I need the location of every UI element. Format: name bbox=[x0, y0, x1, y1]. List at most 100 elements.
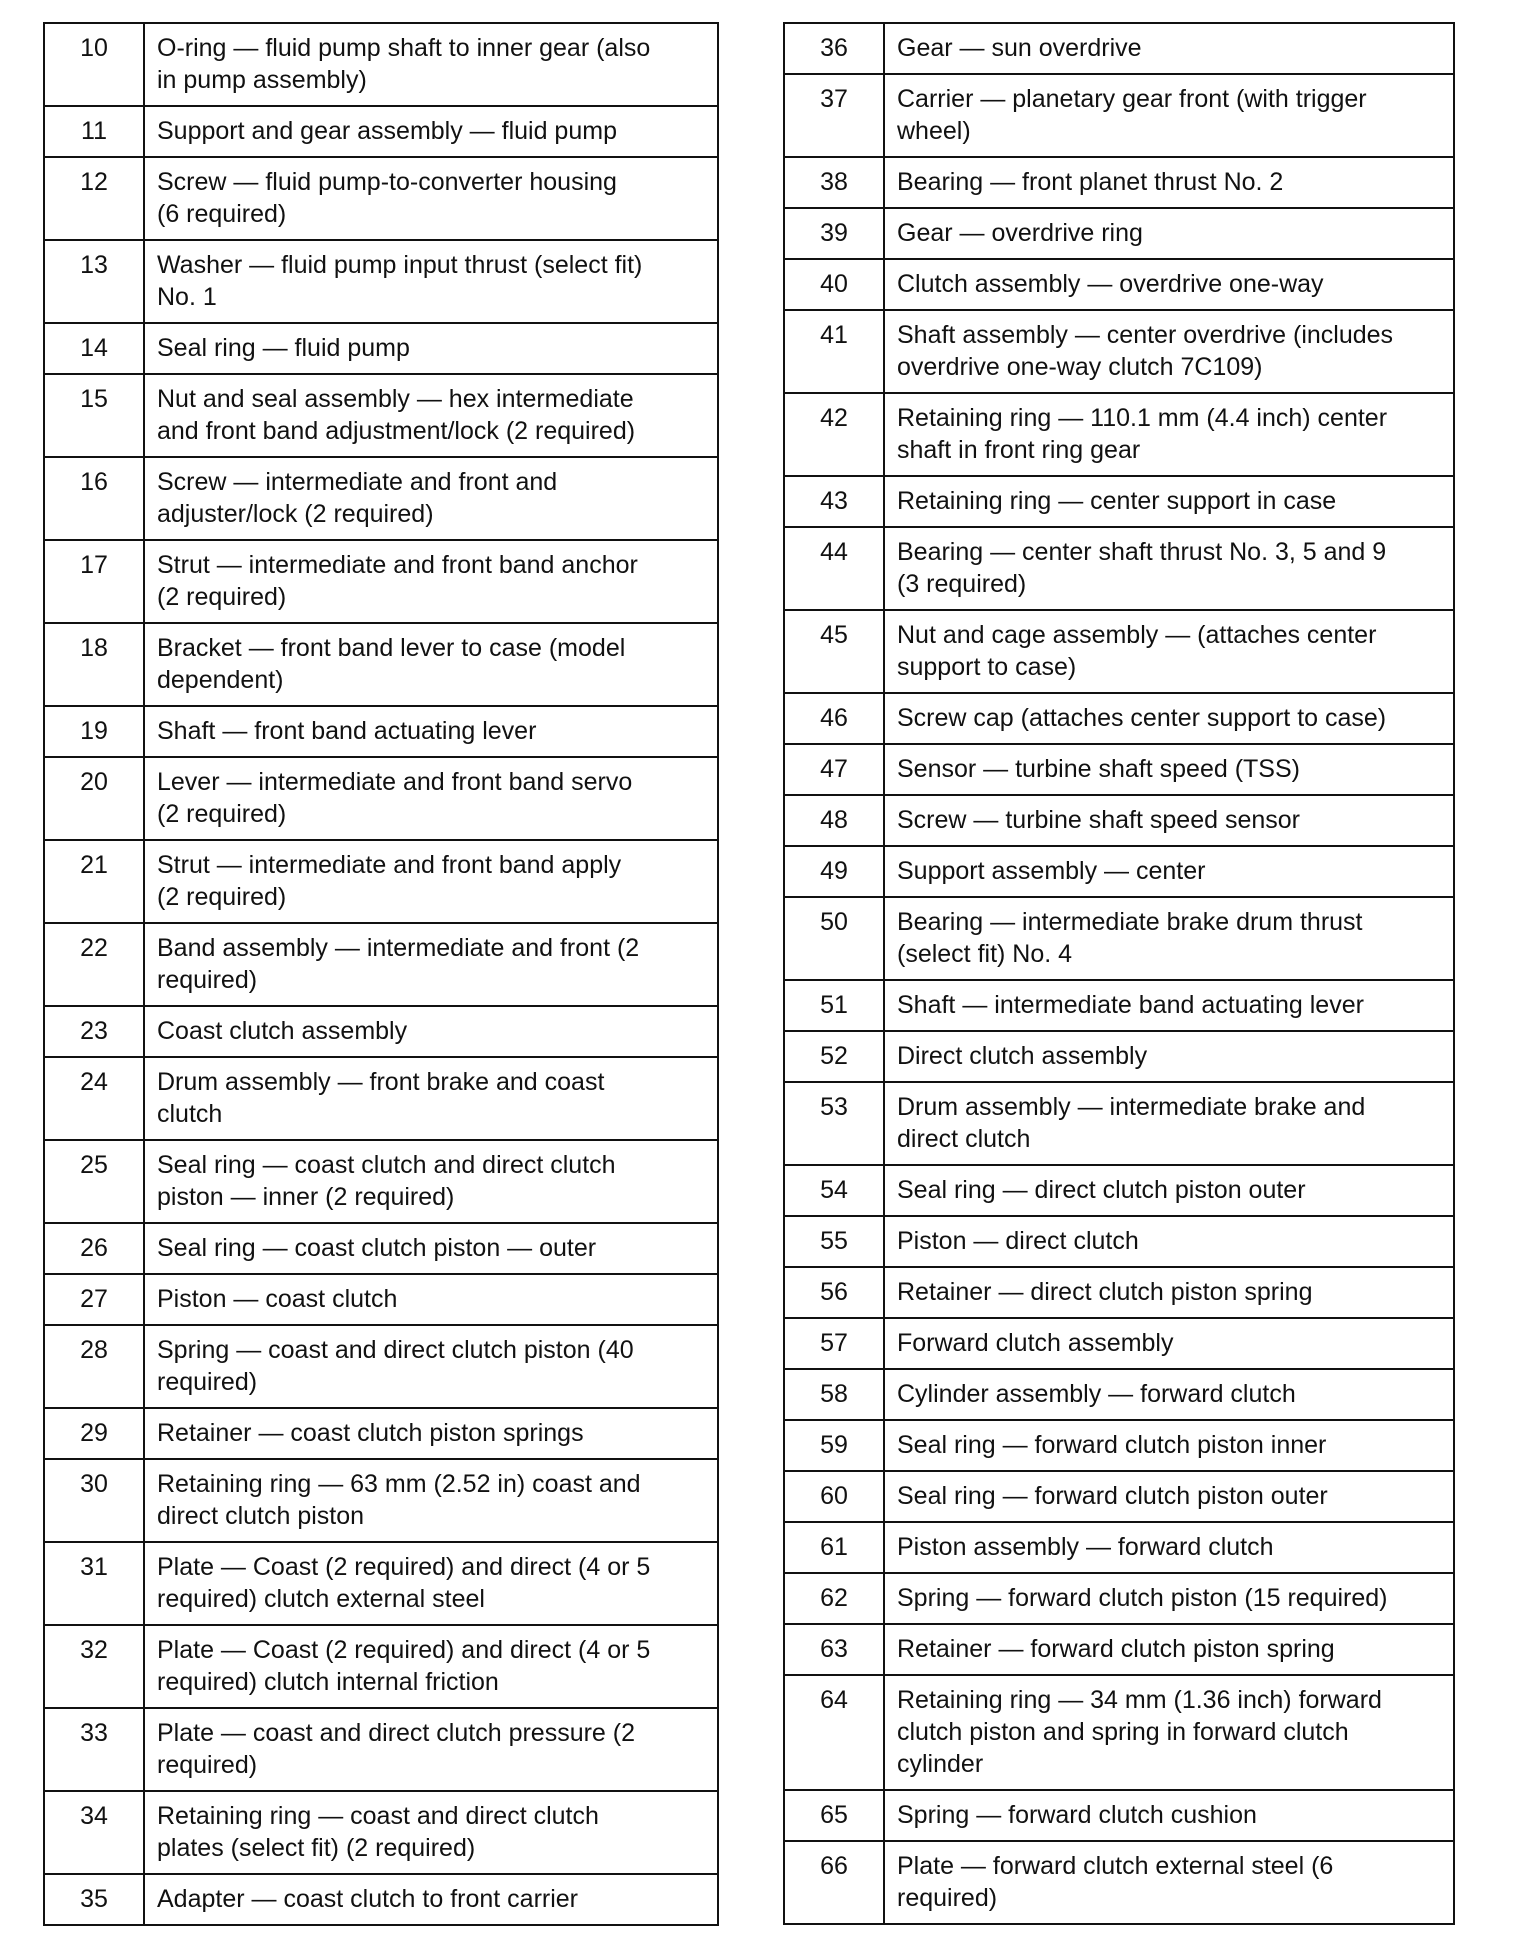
part-description: Support assembly — center bbox=[883, 845, 1455, 898]
part-description: Spring — forward clutch cushion bbox=[883, 1789, 1455, 1842]
table-row: 22 Band assembly — intermediate and front… bbox=[43, 922, 719, 1007]
part-number: 13 bbox=[43, 239, 145, 324]
part-number: 59 bbox=[783, 1419, 885, 1472]
part-number: 43 bbox=[783, 475, 885, 528]
description-line: Support assembly — center bbox=[897, 857, 1206, 885]
parts-table-left: 10 O-ring — fluid pump shaft to inner gea… bbox=[43, 22, 719, 1926]
part-number: 54 bbox=[783, 1164, 885, 1217]
part-number: 28 bbox=[43, 1324, 145, 1409]
description-line: Bearing — intermediate brake drum thrust bbox=[897, 908, 1363, 936]
description-line: Shaft — front band actuating lever bbox=[157, 717, 537, 745]
part-number: 64 bbox=[783, 1674, 885, 1791]
description-line: Strut — intermediate and front band anch… bbox=[157, 551, 638, 579]
part-description: Coast clutch assembly bbox=[143, 1005, 719, 1058]
description-line: Plate — Coast (2 required) and direct (4… bbox=[157, 1636, 651, 1664]
description-line: wheel) bbox=[897, 117, 971, 145]
part-description: Shaft — front band actuating lever bbox=[143, 705, 719, 758]
description-line: Plate — forward clutch external steel (6 bbox=[897, 1852, 1334, 1880]
table-row: 46 Screw cap (attaches center support to … bbox=[783, 692, 1455, 745]
table-row: 65 Spring — forward clutch cushion bbox=[783, 1789, 1455, 1842]
description-line: Band assembly — intermediate and front (… bbox=[157, 934, 640, 962]
description-line: clutch piston and spring in forward clut… bbox=[897, 1718, 1349, 1746]
table-row: 57 Forward clutch assembly bbox=[783, 1317, 1455, 1370]
description-line: piston — inner (2 required) bbox=[157, 1183, 455, 1211]
part-number: 65 bbox=[783, 1789, 885, 1842]
part-description: Plate — Coast (2 required) and direct (4… bbox=[143, 1624, 719, 1709]
table-row: 44 Bearing — center shaft thrust No. 3, 5… bbox=[783, 526, 1455, 611]
part-number: 47 bbox=[783, 743, 885, 796]
description-line: Screw cap (attaches center support to ca… bbox=[897, 704, 1387, 732]
table-row: 59 Seal ring — forward clutch piston inne… bbox=[783, 1419, 1455, 1472]
description-line: Sensor — turbine shaft speed (TSS) bbox=[897, 755, 1300, 783]
part-description: Bearing — front planet thrust No. 2 bbox=[883, 156, 1455, 209]
part-description: Forward clutch assembly bbox=[883, 1317, 1455, 1370]
part-description: Plate — coast and direct clutch pressure… bbox=[143, 1707, 719, 1792]
table-row: 48 Screw — turbine shaft speed sensor bbox=[783, 794, 1455, 847]
part-description: Plate — forward clutch external steel (6… bbox=[883, 1840, 1455, 1925]
table-row: 25 Seal ring — coast clutch and direct cl… bbox=[43, 1139, 719, 1224]
part-number: 37 bbox=[783, 73, 885, 158]
table-row: 21 Strut — intermediate and front band ap… bbox=[43, 839, 719, 924]
description-line: Spring — forward clutch piston (15 requi… bbox=[897, 1584, 1388, 1612]
part-number: 24 bbox=[43, 1056, 145, 1141]
description-line: Piston — direct clutch bbox=[897, 1227, 1139, 1255]
description-line: Plate — coast and direct clutch pressure… bbox=[157, 1719, 636, 1747]
part-number: 31 bbox=[43, 1541, 145, 1626]
description-line: adjuster/lock (2 required) bbox=[157, 500, 434, 528]
part-number: 44 bbox=[783, 526, 885, 611]
part-number: 17 bbox=[43, 539, 145, 624]
table-row: 15 Nut and seal assembly — hex intermedia… bbox=[43, 373, 719, 458]
part-description: Seal ring — fluid pump bbox=[143, 322, 719, 375]
table-row: 20 Lever — intermediate and front band se… bbox=[43, 756, 719, 841]
part-description: Sensor — turbine shaft speed (TSS) bbox=[883, 743, 1455, 796]
part-description: Piston — direct clutch bbox=[883, 1215, 1455, 1268]
table-row: 51 Shaft — intermediate band actuating le… bbox=[783, 979, 1455, 1032]
table-row: 27 Piston — coast clutch bbox=[43, 1273, 719, 1326]
part-number: 10 bbox=[43, 22, 145, 107]
part-number: 12 bbox=[43, 156, 145, 241]
part-number: 23 bbox=[43, 1005, 145, 1058]
part-description: Spring — forward clutch piston (15 requi… bbox=[883, 1572, 1455, 1625]
part-description: Bearing — center shaft thrust No. 3, 5 a… bbox=[883, 526, 1455, 611]
table-row: 16 Screw — intermediate and front and adju… bbox=[43, 456, 719, 541]
description-line: Retainer — forward clutch piston spring bbox=[897, 1635, 1335, 1663]
description-line: Nut and seal assembly — hex intermediate bbox=[157, 385, 634, 413]
part-number: 57 bbox=[783, 1317, 885, 1370]
part-description: Drum assembly — intermediate brake and di… bbox=[883, 1081, 1455, 1166]
part-number: 41 bbox=[783, 309, 885, 394]
part-number: 45 bbox=[783, 609, 885, 694]
part-number: 15 bbox=[43, 373, 145, 458]
table-row: 17 Strut — intermediate and front band an… bbox=[43, 539, 719, 624]
part-description: Retainer — forward clutch piston spring bbox=[883, 1623, 1455, 1676]
description-line: direct clutch bbox=[897, 1125, 1031, 1153]
part-description: Spring — coast and direct clutch piston … bbox=[143, 1324, 719, 1409]
description-line: dependent) bbox=[157, 666, 284, 694]
description-line: required) bbox=[897, 1884, 998, 1912]
table-row: 18 Bracket — front band lever to case (mo… bbox=[43, 622, 719, 707]
part-description: Retaining ring — 63 mm (2.52 in) coast a… bbox=[143, 1458, 719, 1543]
part-number: 36 bbox=[783, 22, 885, 75]
part-number: 46 bbox=[783, 692, 885, 745]
part-description: Screw — fluid pump-to-converter housing (… bbox=[143, 156, 719, 241]
description-line: Spring — forward clutch cushion bbox=[897, 1801, 1257, 1829]
description-line: (2 required) bbox=[157, 800, 287, 828]
description-line: support to case) bbox=[897, 653, 1077, 681]
description-line: Nut and cage assembly — (attaches center bbox=[897, 621, 1377, 649]
table-row: 55 Piston — direct clutch bbox=[783, 1215, 1455, 1268]
description-line: required) bbox=[157, 1368, 258, 1396]
description-line: No. 1 bbox=[157, 283, 217, 311]
description-line: Seal ring — forward clutch piston outer bbox=[897, 1482, 1328, 1510]
table-row: 35 Adapter — coast clutch to front carrie… bbox=[43, 1873, 719, 1926]
part-description: Seal ring — coast clutch piston — outer bbox=[143, 1222, 719, 1275]
part-number: 34 bbox=[43, 1790, 145, 1875]
part-description: Retaining ring — 34 mm (1.36 inch) forwa… bbox=[883, 1674, 1455, 1791]
part-description: Drum assembly — front brake and coast clu… bbox=[143, 1056, 719, 1141]
description-line: Drum assembly — intermediate brake and bbox=[897, 1093, 1366, 1121]
part-description: Shaft — intermediate band actuating leve… bbox=[883, 979, 1455, 1032]
table-row: 26 Seal ring — coast clutch piston — oute… bbox=[43, 1222, 719, 1275]
description-line: Forward clutch assembly bbox=[897, 1329, 1174, 1357]
part-description: Cylinder assembly — forward clutch bbox=[883, 1368, 1455, 1421]
table-row: 54 Seal ring — direct clutch piston outer bbox=[783, 1164, 1455, 1217]
table-row: 39 Gear — overdrive ring bbox=[783, 207, 1455, 260]
part-number: 53 bbox=[783, 1081, 885, 1166]
